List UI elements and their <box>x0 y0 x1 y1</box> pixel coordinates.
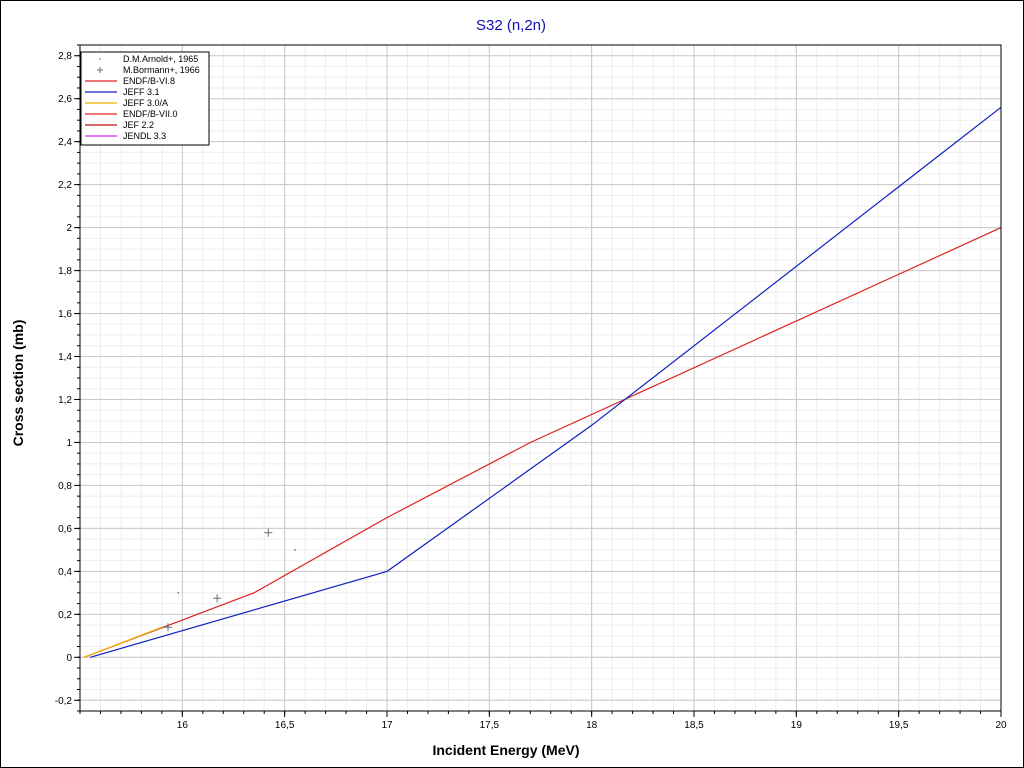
legend-label: M.Bormann+, 1966 <box>123 65 200 75</box>
y-tick-label: 1,2 <box>58 395 72 406</box>
y-tick-label: 1,8 <box>58 266 72 277</box>
x-axis-ticks: 16 16,5 17 17,5 18 18,5 19 19,5 20 <box>79 711 1007 731</box>
legend-item-jeff-3-1: JEFF 3.1 <box>85 87 160 97</box>
legend-label: JENDL 3.3 <box>123 131 166 141</box>
legend-label: ENDF/B-VII.0 <box>123 109 178 119</box>
x-tick-label: 18 <box>586 720 598 731</box>
x-tick-label: 17 <box>381 720 393 731</box>
legend-item-jef-2-2: JEF 2.2 <box>85 120 154 130</box>
legend-label: JEF 2.2 <box>123 120 154 130</box>
y-tick-label: 0,8 <box>58 481 72 492</box>
y-tick-label: 2,2 <box>58 180 72 191</box>
y-tick-label: 2,8 <box>58 51 72 62</box>
y-tick-label: 2,6 <box>58 94 72 105</box>
y-tick-label: 1 <box>66 438 72 449</box>
legend-label: ENDF/B-VI.8 <box>123 76 175 86</box>
y-tick-label: 0,4 <box>58 567 72 578</box>
y-tick-label: 2,4 <box>58 137 72 148</box>
x-tick-label: 19,5 <box>889 720 909 731</box>
legend-item-m-bormann-1966: M.Bormann+, 1966 <box>97 65 200 75</box>
legend-label: JEFF 3.1 <box>123 87 160 97</box>
series-lines <box>83 106 1002 658</box>
y-tick-label: 0 <box>66 653 72 664</box>
legend-item-endf-b-vii-0: ENDF/B-VII.0 <box>85 109 178 119</box>
y-axis-ticks: -0,2 0 0,2 0,4 0,6 0,8 1 1,2 1,4 1,6 1,8 2 2,2 2,4 2,6… <box>55 44 80 712</box>
x-tick-label: 16,5 <box>275 720 295 731</box>
legend-item-d-m-arnold-1965: D.M.Arnold+, 1965 <box>99 54 198 64</box>
x-tick-label: 18,5 <box>684 720 704 731</box>
y-axis-label: Cross section (mb) <box>10 320 26 447</box>
y-tick-label: 2 <box>66 223 72 234</box>
legend-item-endf-b-vi-8: ENDF/B-VI.8 <box>85 76 175 86</box>
x-tick-label: 16 <box>177 720 189 731</box>
x-tick-label: 20 <box>995 720 1007 731</box>
legend-label: JEFF 3.0/A <box>123 98 168 108</box>
data-point-m-bormann-1966 <box>213 594 222 603</box>
major-grid <box>80 45 1002 711</box>
series-line-jeff-3-0-a <box>83 626 163 658</box>
legend-item-jeff-3-0-a: JEFF 3.0/A <box>85 98 168 108</box>
series-line-endf-b-vi-8 <box>83 227 1002 658</box>
y-tick-label: 0,2 <box>58 610 72 621</box>
legend-label: D.M.Arnold+, 1965 <box>123 54 198 64</box>
series-line-jeff-3-1 <box>90 106 1002 658</box>
data-point-m-bormann-1966 <box>164 623 173 632</box>
data-point-m-bormann-1966 <box>264 528 273 537</box>
y-tick-label: 1,6 <box>58 309 72 320</box>
data-point-d-m-arnold-1965 <box>294 548 296 551</box>
y-tick-label: 1,4 <box>58 352 72 363</box>
series-points <box>164 528 296 632</box>
x-tick-label: 19 <box>791 720 803 731</box>
x-axis-label: Incident Energy (MeV) <box>432 742 579 758</box>
y-tick-label: -0,2 <box>55 696 73 707</box>
legend-box <box>80 51 210 146</box>
chart-title: S32 (n,2n) <box>476 17 546 34</box>
legend-item-jendl-3-3: JENDL 3.3 <box>85 131 166 141</box>
legend-marker <box>99 58 101 60</box>
data-point-d-m-arnold-1965 <box>177 591 180 594</box>
y-tick-label: 0,6 <box>58 524 72 535</box>
x-tick-label: 17,5 <box>480 720 500 731</box>
